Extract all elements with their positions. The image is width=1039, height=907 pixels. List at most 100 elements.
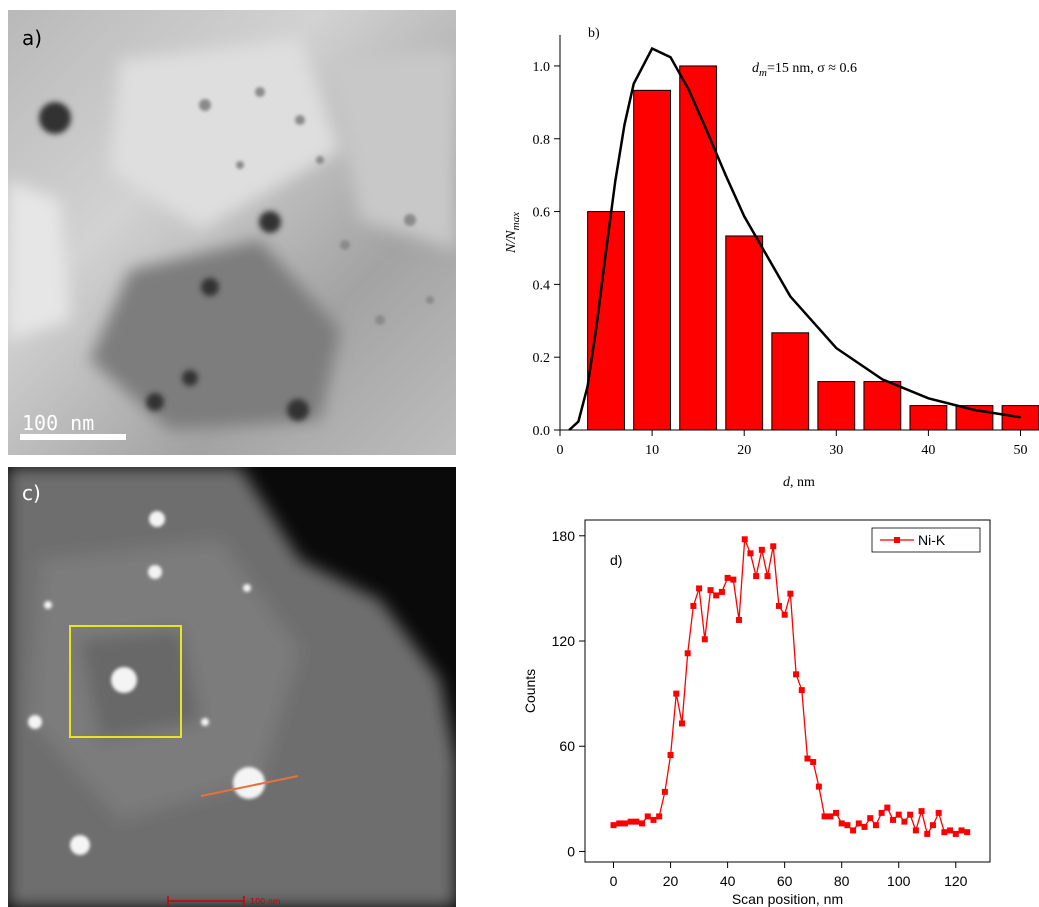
point <box>742 536 748 542</box>
legend-marker <box>894 537 900 543</box>
y-tick-label: 120 <box>552 633 576 649</box>
point <box>730 577 736 583</box>
point <box>645 813 651 819</box>
point <box>890 817 896 823</box>
x-axis-label-part: , nm <box>790 475 815 490</box>
panel-label: d) <box>610 552 622 568</box>
point <box>822 813 828 819</box>
point <box>827 813 833 819</box>
x-tick-label: 30 <box>829 443 843 458</box>
point <box>799 687 805 693</box>
plot-frame <box>585 520 990 862</box>
x-tick-label: 120 <box>944 873 968 889</box>
point <box>930 822 936 828</box>
y-tick-label: 0.0 <box>533 424 551 439</box>
point <box>685 650 691 656</box>
image-c <box>8 467 456 907</box>
point <box>816 784 822 790</box>
point <box>633 819 639 825</box>
x-tick-label: 20 <box>663 873 679 889</box>
point <box>765 573 771 579</box>
x-axis-label: Scan position, nm <box>732 891 843 907</box>
point <box>901 819 907 825</box>
x-tick-label: 0 <box>610 873 618 889</box>
bar <box>726 236 763 430</box>
x-tick-label: 10 <box>645 443 659 458</box>
panel-label: b) <box>588 26 600 41</box>
y-tick-label: 0.8 <box>533 133 551 148</box>
y-axis-label: Counts <box>522 669 538 713</box>
bar <box>680 66 717 430</box>
point <box>668 752 674 758</box>
point <box>896 812 902 818</box>
bar <box>772 333 809 430</box>
annotation-part: =15 nm, σ ≈ 0.6 <box>767 61 857 76</box>
x-tick-label: 80 <box>834 873 850 889</box>
point <box>713 592 719 598</box>
point <box>919 808 925 814</box>
bar <box>864 382 901 430</box>
point <box>804 756 810 762</box>
legend-label: Ni-K <box>918 532 946 548</box>
y-tick-label: 0.2 <box>533 351 551 366</box>
point <box>947 827 953 833</box>
point <box>673 691 679 697</box>
point <box>662 789 668 795</box>
y-tick-label: 60 <box>559 738 575 754</box>
bar <box>634 90 671 430</box>
annotation: dm=15 nm, σ ≈ 0.6 <box>752 61 857 79</box>
point <box>844 822 850 828</box>
point <box>873 822 879 828</box>
point <box>616 820 622 826</box>
image-a <box>8 10 456 455</box>
x-tick-label: 100 <box>887 873 911 889</box>
bar <box>818 382 855 430</box>
annotation-part: m <box>759 67 767 79</box>
scale-bar-label: 100 nm <box>22 411 94 435</box>
x-tick-label: 50 <box>1014 443 1028 458</box>
line-chart: 020406080100120060120180Ni-Kd)Scan posit… <box>522 520 990 907</box>
point <box>622 820 628 826</box>
scale-bar-label: 100 nm <box>250 897 281 906</box>
point <box>833 810 839 816</box>
x-tick-label: 0 <box>557 443 564 458</box>
point <box>924 831 930 837</box>
point <box>736 617 742 623</box>
point <box>690 603 696 609</box>
point <box>867 815 873 821</box>
x-tick-label: 40 <box>921 443 935 458</box>
point <box>839 820 845 826</box>
bar <box>1002 406 1039 430</box>
point <box>611 822 617 828</box>
x-tick-label: 60 <box>777 873 793 889</box>
y-axis-label-part: N/N <box>504 230 519 254</box>
y-axis-label: N/Nmax <box>504 212 522 254</box>
point <box>639 820 645 826</box>
y-tick-label: 0 <box>567 843 575 859</box>
point <box>650 817 656 823</box>
bar <box>910 406 947 430</box>
point <box>707 587 713 593</box>
point <box>776 603 782 609</box>
point <box>719 589 725 595</box>
point <box>753 573 759 579</box>
point <box>884 805 890 811</box>
point <box>958 827 964 833</box>
x-axis-label: d, nm <box>783 475 815 490</box>
point <box>628 819 634 825</box>
point <box>964 829 970 835</box>
point <box>759 547 765 553</box>
point <box>787 591 793 597</box>
point <box>936 810 942 816</box>
point <box>907 812 913 818</box>
y-tick-label: 0.4 <box>533 278 551 293</box>
y-tick-label: 1.0 <box>533 60 551 75</box>
point <box>702 636 708 642</box>
point <box>856 820 862 826</box>
point <box>696 585 702 591</box>
y-tick-label: 180 <box>552 528 576 544</box>
point <box>770 543 776 549</box>
point <box>793 671 799 677</box>
figure: a) 100 nm c) 100 nm 010203040500.00.20.4… <box>0 0 1039 907</box>
point <box>679 720 685 726</box>
